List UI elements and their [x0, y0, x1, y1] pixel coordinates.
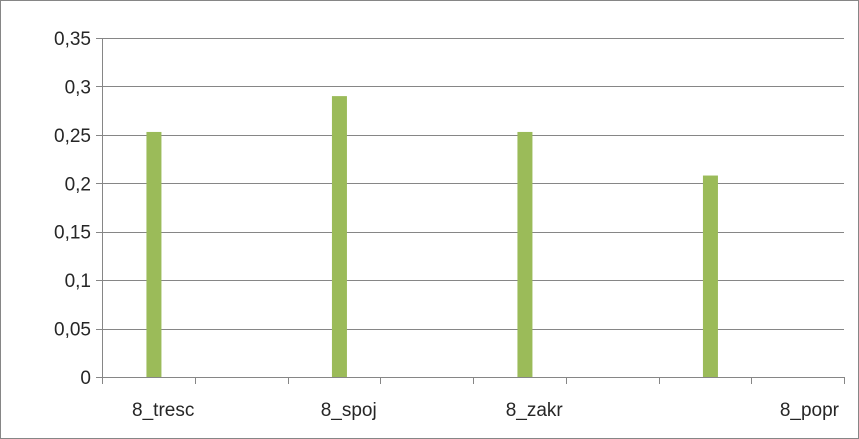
y-tick-label: 0,15	[54, 223, 91, 244]
bars	[146, 96, 718, 377]
tick-labels: 0 0,05 0,1 0,15 0,2 0,25 0,3 0,35 8_tresc 8_spoj 8…	[54, 29, 840, 421]
bar-8_tresc	[146, 131, 162, 377]
gridlines	[102, 38, 844, 330]
x-tick-label: 8_tresc	[132, 400, 194, 421]
x-tick-label: 8_popr	[780, 400, 840, 421]
y-tick-label: 0,1	[65, 271, 91, 292]
y-tick-label: 0,05	[54, 320, 91, 341]
bar-8_spoj	[331, 96, 347, 377]
y-tick-label: 0,3	[65, 77, 91, 98]
y-tick-label: 0	[80, 368, 91, 389]
y-tick-label: 0,2	[65, 174, 91, 195]
bar-8_zakr	[517, 131, 533, 377]
y-tick-label: 0,25	[54, 126, 91, 147]
x-tick-label: 8_spoj	[321, 400, 377, 421]
bar-8_popr	[702, 175, 718, 377]
axes	[96, 38, 845, 384]
x-tick-label: 8_zakr	[506, 400, 564, 421]
y-tick-label: 0,35	[54, 29, 91, 50]
